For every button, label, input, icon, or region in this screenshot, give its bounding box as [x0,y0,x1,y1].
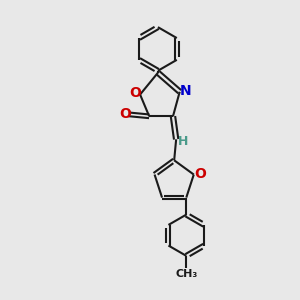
Text: H: H [178,135,188,148]
Text: N: N [179,84,191,98]
Text: O: O [129,86,141,100]
Text: CH₃: CH₃ [175,269,197,279]
Text: O: O [194,167,206,181]
Text: O: O [119,106,131,121]
